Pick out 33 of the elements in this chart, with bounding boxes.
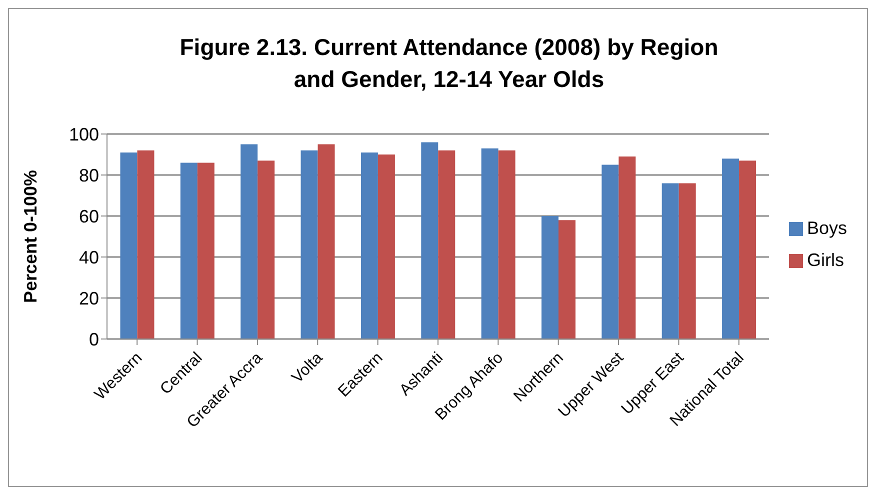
- bar: [240, 144, 258, 339]
- y-tick-label: 20: [78, 288, 99, 308]
- bar: [662, 183, 679, 339]
- x-tick-label: Volta: [288, 349, 326, 387]
- bar: [541, 216, 558, 339]
- bar: [421, 142, 438, 339]
- bar: [258, 160, 275, 339]
- bar: [180, 162, 198, 339]
- bar: [722, 158, 740, 339]
- y-tick-label: 100: [68, 124, 99, 144]
- bar: [378, 154, 395, 339]
- bar: [318, 144, 335, 339]
- bar: [300, 150, 318, 339]
- bar: [360, 152, 378, 339]
- chart-title: Figure 2.13. Current Attendance (2008) by Region and Gender, 12-14 Year Olds: [178, 33, 720, 94]
- bar: [120, 152, 138, 339]
- bar: [602, 164, 619, 339]
- bar: [558, 220, 576, 339]
- y-axis-title: Percent 0-100%: [20, 170, 40, 304]
- legend-label: Boys: [806, 218, 847, 238]
- bar: [739, 160, 756, 339]
- bar: [481, 148, 498, 339]
- y-tick-label: 40: [78, 247, 99, 268]
- y-tick-label: 60: [78, 206, 99, 226]
- bar: [498, 150, 516, 339]
- legend-label: Girls: [806, 250, 844, 270]
- bar: [197, 162, 214, 339]
- y-tick-label: 80: [78, 165, 99, 186]
- y-tick-label: 0: [88, 329, 99, 350]
- bar: [438, 150, 456, 339]
- bar: [678, 183, 696, 339]
- bar: [618, 156, 636, 339]
- bar: [137, 150, 154, 339]
